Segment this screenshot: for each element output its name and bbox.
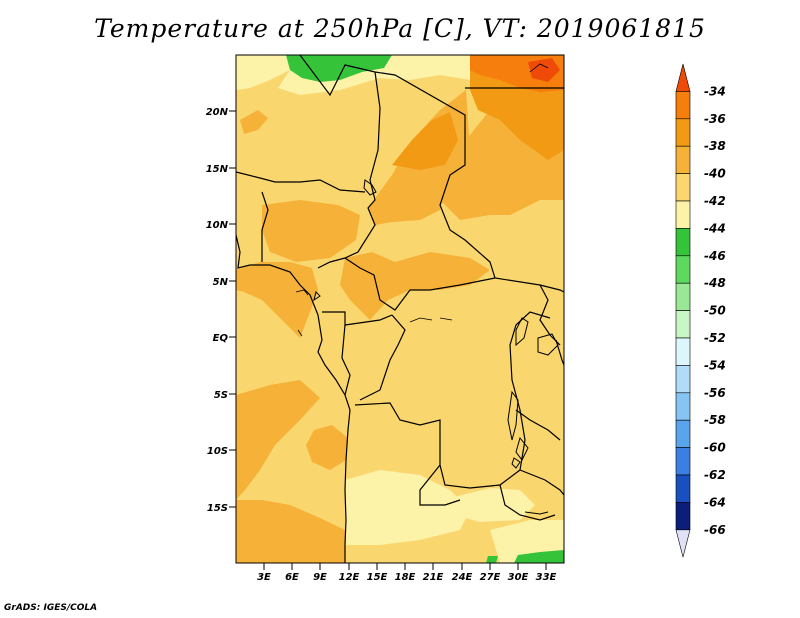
colorbar-cell [675, 282, 691, 311]
lat-label-20n: 20N [206, 107, 229, 118]
temperature-map [236, 55, 564, 563]
field-44-46 [286, 55, 564, 563]
lon-label-30e: 30E [508, 572, 529, 583]
colorbar-label: -50 [704, 304, 726, 318]
lat-label-eq: EQ [213, 333, 229, 344]
lakes [313, 179, 559, 515]
lat-label-10s: 10S [207, 446, 228, 457]
colorbar-cell [675, 474, 691, 503]
colorbar-cell [675, 392, 691, 421]
colorbar-legend: -34 -36 -38 -40 -42 -44 -46 -48 -50 -52 -54 -56 -58 -… [675, 63, 726, 558]
country-borders [236, 55, 564, 563]
lon-label-18e: 18E [395, 572, 416, 583]
colorbar-cell [675, 419, 691, 448]
colorbar-bottom-triangle [675, 529, 691, 558]
lon-label-12e: 12E [339, 572, 360, 583]
colorbar-label: -58 [704, 413, 726, 427]
colorbar-label: -34 [704, 84, 726, 98]
lat-label-15s: 15S [207, 503, 228, 514]
lon-label-3e: 3E [257, 572, 271, 583]
colorbar-label: -56 [704, 386, 726, 400]
coast-details [295, 63, 549, 337]
lon-label-21e: 21E [423, 572, 444, 583]
colorbar-cell [675, 173, 691, 202]
lon-label-33e: 33E [536, 572, 557, 583]
lat-label-5n: 5N [213, 277, 229, 288]
colorbar-label: -46 [704, 249, 726, 263]
colorbar-cell [675, 91, 691, 120]
colorbar-cell [675, 310, 691, 339]
colorbar-cell [675, 118, 691, 147]
colorbar-cell [675, 447, 691, 476]
lat-label-5s: 5S [214, 390, 228, 401]
colorbar-label: -54 [704, 358, 726, 372]
colorbar-cell [675, 337, 691, 366]
colorbar-label: -40 [704, 167, 726, 181]
lon-label-6e: 6E [285, 572, 299, 583]
lat-label-15n: 15N [206, 164, 229, 175]
colorbar-label: -64 [704, 495, 726, 509]
lon-label-24e: 24E [452, 572, 473, 583]
colorbar-cell [675, 502, 691, 531]
grads-credit: GrADS: IGES/COLA [4, 603, 98, 613]
colorbar-cell [675, 145, 691, 174]
colorbar-label: -66 [704, 523, 726, 537]
colorbar-cells [675, 63, 691, 558]
colorbar-cell [675, 200, 691, 229]
colorbar-label: -36 [704, 112, 726, 126]
colorbar-label: -60 [704, 441, 726, 455]
colorbar-label: -44 [704, 221, 726, 235]
lon-label-9e: 9E [313, 572, 327, 583]
lon-label-27e: 27E [480, 572, 501, 583]
colorbar-top-triangle [675, 63, 691, 92]
colorbar-label: -52 [704, 331, 726, 345]
colorbar-cell [675, 228, 691, 257]
colorbar-cell [675, 255, 691, 284]
lat-label-10n: 10N [206, 220, 229, 231]
colorbar-label: -62 [704, 468, 726, 482]
colorbar-label: -48 [704, 276, 726, 290]
map-frame [235, 54, 565, 564]
lon-label-15e: 15E [367, 572, 388, 583]
longitude-axis: 3E 6E 9E 12E 15E 18E 21E 24E 27E 30E 33E [257, 563, 557, 583]
colorbar-label: -42 [704, 194, 726, 208]
colorbar-cell [675, 365, 691, 394]
map-title: Temperature at 250hPa [C], VT: 201906181… [94, 14, 706, 43]
colorbar-label: -38 [704, 139, 726, 153]
colorbar-labels: -34 -36 -38 -40 -42 -44 -46 -48 -50 -52 -54 -56 -58 -… [704, 84, 726, 536]
latitude-axis: 20N 15N 10N 5N EQ 5S 10S 15S [206, 107, 236, 514]
